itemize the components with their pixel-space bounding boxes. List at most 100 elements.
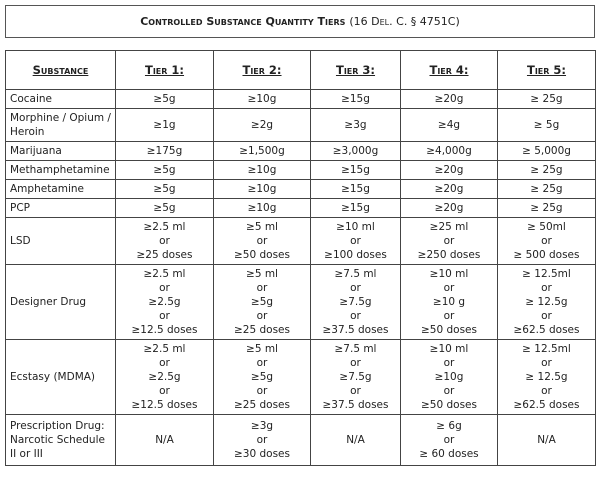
table-row: Ecstasy (MDMA) ≥2.5 ml or ≥2.5g or ≥12.5 dose… (5, 339, 596, 415)
substance-name: Designer Drug (5, 264, 116, 340)
tier-cell: ≥7.5 ml or ≥7.5g or ≥37.5 doses (310, 339, 401, 415)
cell-line: ≥2g (250, 119, 274, 131)
tier-cell: ≥20g (400, 89, 498, 109)
table-row: Prescription Drug: Narcotic Schedule II … (5, 414, 596, 466)
tier-cell: ≥ 25g (497, 89, 596, 109)
substance-name: Morphine / Opium / Heroin (5, 108, 116, 142)
cell-line: ≥2.5g (148, 371, 181, 383)
cell-line: ≥5g (153, 164, 176, 176)
cell-line: ≥3g (250, 420, 274, 432)
cell-line: ≥20g (434, 183, 464, 195)
cell-line: ≥15g (341, 202, 370, 214)
cell-line: ≥10 g (432, 296, 466, 308)
cell-line: or (443, 282, 455, 294)
cell-line: ≥25 doses (136, 249, 193, 261)
tier-cell: ≥5g (115, 198, 214, 218)
cell-line: or (541, 310, 552, 322)
cell-line: or (443, 235, 455, 247)
tier-cell: ≥20g (400, 198, 498, 218)
cell-line: ≥ 5,000g (522, 145, 571, 157)
cell-line: or (256, 434, 268, 446)
cell-line: ≥2.5 ml (143, 343, 186, 355)
tier-cell: N/A (115, 414, 214, 466)
substance-name: Cocaine (5, 89, 116, 109)
substance-name: Methamphetamine (5, 160, 116, 180)
cell-line: ≥4,000g (426, 145, 472, 157)
tier-cell: ≥7.5 ml or ≥7.5g or ≥37.5 doses (310, 264, 401, 340)
cell-line: ≥175g (146, 145, 183, 157)
cell-line: ≥ 25g (530, 164, 563, 176)
cell-line: ≥37.5 doses (322, 324, 389, 336)
cell-line: ≥25 doses (234, 399, 290, 411)
cell-line: ≥62.5 doses (513, 324, 580, 336)
tier-cell: ≥ 50ml or ≥ 500 doses (497, 217, 596, 265)
cell-line: ≥5g (250, 296, 274, 308)
cell-line: or (350, 357, 361, 369)
tier-cell: ≥20g (400, 179, 498, 199)
cell-line: or (541, 357, 552, 369)
tier-cell: ≥10g (213, 179, 311, 199)
cell-line: or (256, 357, 268, 369)
column-header: Tier 3: (310, 50, 401, 90)
tier-cell: ≥4g (400, 108, 498, 142)
tiers-table: Substance Tier 1: Tier 2: Tier 3: Tier 4: Tie… (5, 50, 596, 466)
substance-name: Ecstasy (MDMA) (5, 339, 116, 415)
title-box: Controlled Substance Quantity Tiers (16 … (5, 5, 595, 38)
table-row: LSD ≥2.5 ml or ≥25 doses ≥5 ml or ≥50 doses ≥10… (5, 217, 596, 265)
cell-line: N/A (537, 434, 556, 446)
cell-line: ≥50 doses (234, 249, 290, 261)
cell-line: ≥20g (434, 164, 464, 176)
column-header: Substance (5, 50, 116, 90)
cell-line: ≥50 doses (421, 324, 477, 336)
tier-cell: ≥10 ml or ≥100 doses (310, 217, 401, 265)
cell-line: or (350, 282, 361, 294)
cell-line: ≥ 5g (533, 119, 560, 131)
cell-line: ≥7.5 ml (334, 343, 377, 355)
cell-line: ≥250 doses (417, 249, 481, 261)
table-row: Marijuana ≥175g ≥1,500g ≥3,000g ≥4,000g ≥ 5,0… (5, 141, 596, 161)
table-row: Methamphetamine ≥5g ≥10g ≥15g ≥20g ≥ 25g (5, 160, 596, 180)
column-header: Tier 2: (213, 50, 311, 90)
tier-cell: ≥15g (310, 160, 401, 180)
table-row: Morphine / Opium / Heroin ≥1g ≥2g ≥3g ≥4g ≥ 5… (5, 108, 596, 142)
tier-cell: ≥15g (310, 198, 401, 218)
cell-line: ≥4g (437, 119, 461, 131)
cell-line: ≥10g (247, 202, 277, 214)
substance-name: PCP (5, 198, 116, 218)
tier-cell: ≥10 ml or ≥10g or ≥50 doses (400, 339, 498, 415)
tier-cell: ≥5g (115, 89, 214, 109)
cell-line: ≥7.5g (339, 296, 372, 308)
tier-cell: ≥25 ml or ≥250 doses (400, 217, 498, 265)
cell-line: ≥20g (434, 202, 464, 214)
cell-line: or (541, 235, 552, 247)
tier-cell: ≥5g (115, 179, 214, 199)
cell-line: ≥5g (153, 202, 176, 214)
cell-line: ≥5g (153, 183, 176, 195)
tier-cell: ≥10g (213, 89, 311, 109)
cell-line: ≥50 doses (421, 399, 477, 411)
cell-line: ≥2.5 ml (143, 221, 186, 233)
cell-line: or (443, 310, 455, 322)
tier-cell: ≥1,500g (213, 141, 311, 161)
tier-cell: ≥ 5g (497, 108, 596, 142)
cell-line: ≥7.5g (339, 371, 372, 383)
cell-line: ≥ 50ml (527, 221, 566, 233)
tier-cell: ≥3g or ≥30 doses (213, 414, 311, 466)
tier-cell: ≥10g (213, 160, 311, 180)
tier-cell: ≥5g (115, 160, 214, 180)
cell-line: ≥ 12.5g (525, 296, 568, 308)
tier-cell: ≥20g (400, 160, 498, 180)
tier-cell: ≥1g (115, 108, 214, 142)
table-row: Designer Drug ≥2.5 ml or ≥2.5g or ≥12.5 doses… (5, 264, 596, 340)
cell-line: ≥ 12.5ml (522, 343, 571, 355)
table-row: PCP ≥5g ≥10g ≥15g ≥20g ≥ 25g (5, 198, 596, 218)
cell-line: ≥10 ml (429, 343, 469, 355)
tier-cell: ≥ 25g (497, 179, 596, 199)
cell-line: N/A (155, 434, 174, 446)
tier-cell: ≥ 12.5ml or ≥ 12.5g or ≥62.5 doses (497, 339, 596, 415)
cell-line: or (443, 385, 455, 397)
cell-line: ≥10g (434, 371, 464, 383)
cell-line: ≥ 25g (530, 183, 563, 195)
cell-line: ≥5 ml (246, 268, 278, 280)
cell-line: ≥ 25g (530, 93, 563, 105)
